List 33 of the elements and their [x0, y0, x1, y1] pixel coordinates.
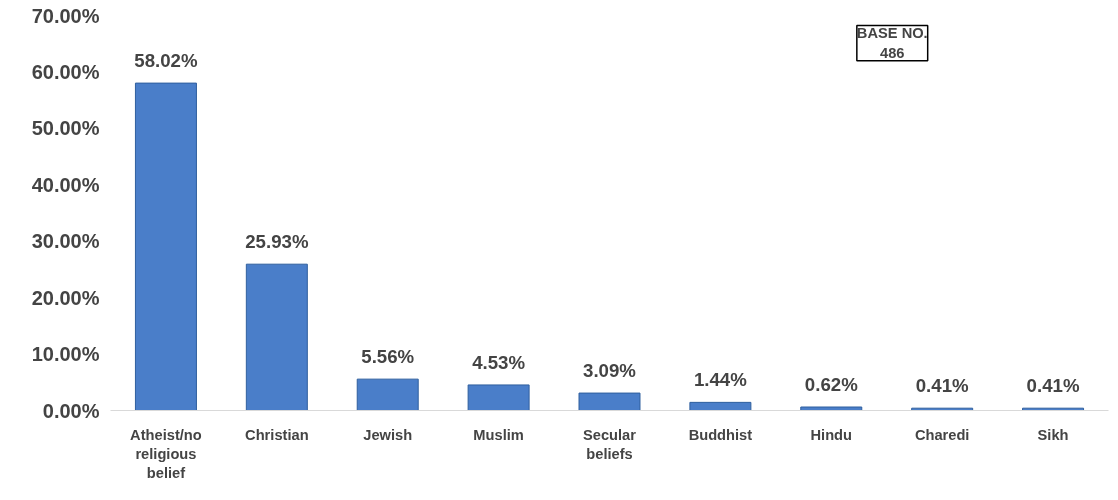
data-label: 0.41% — [915, 375, 970, 397]
bar — [689, 401, 752, 411]
bar — [356, 378, 419, 411]
data-label: 5.56% — [361, 346, 415, 368]
data-label: 58.02% — [134, 50, 198, 72]
x-tick-label: Christian — [245, 426, 309, 443]
data-label: 4.53% — [472, 351, 526, 373]
x-tick-label: Hindu — [810, 426, 853, 443]
data-label: 3.09% — [583, 360, 637, 382]
data-label: 0.41% — [1026, 375, 1080, 397]
y-tick-label: 70.00% — [31, 4, 100, 27]
x-tick-label: Jewish — [363, 426, 413, 443]
x-tick-label: Muslim — [473, 426, 524, 443]
x-tick-label: Buddhist — [688, 426, 753, 443]
bar — [467, 384, 530, 411]
bar — [134, 82, 197, 411]
y-tick-label: 0.00% — [42, 399, 100, 422]
bar — [245, 263, 308, 411]
data-label: 1.44% — [693, 369, 748, 391]
x-tick-label: Sikh — [1037, 426, 1069, 443]
y-tick-label: 10.00% — [31, 343, 100, 366]
bar — [578, 392, 641, 411]
bar — [800, 406, 863, 411]
x-tick-label: Charedi — [914, 426, 970, 443]
data-label: 0.62% — [804, 374, 859, 395]
y-tick-label: 60.00% — [31, 60, 100, 83]
y-tick-label: 30.00% — [31, 230, 100, 253]
y-tick-label: 20.00% — [31, 286, 100, 309]
x-tick-label: Secular beliefs — [583, 426, 637, 462]
data-label: 25.93% — [245, 231, 309, 253]
y-tick-label: 40.00% — [31, 173, 100, 196]
x-tick-label: Atheist/no religious belief — [130, 426, 202, 481]
y-tick-label: 50.00% — [31, 117, 100, 140]
